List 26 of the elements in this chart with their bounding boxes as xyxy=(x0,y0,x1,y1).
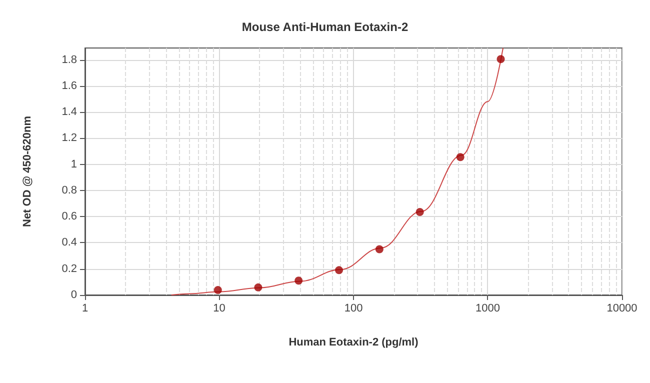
y-tick-label: 0.8 xyxy=(62,184,77,196)
x-tick-label: 1000 xyxy=(476,302,500,314)
x-tick-label: 10000 xyxy=(606,302,638,314)
point xyxy=(335,266,344,274)
point xyxy=(294,276,303,285)
y-axis-title: Net OD @ 450-620nm xyxy=(22,116,34,227)
point xyxy=(456,153,464,162)
y-tick-label: 0.2 xyxy=(62,262,77,275)
x-axis-title: Human Eotaxin-2 (pg/ml) xyxy=(288,336,419,348)
point xyxy=(254,283,262,292)
y-tick-label: 1 xyxy=(70,158,77,170)
y-tick-label: 0 xyxy=(70,289,77,301)
point xyxy=(375,245,384,254)
y-tick-label: 1.8 xyxy=(62,54,77,66)
y-tick-label: 0.6 xyxy=(62,210,77,223)
point xyxy=(416,208,424,216)
chart-title: Mouse Anti-Human Eotaxin-2 xyxy=(242,20,408,34)
y-tick-label: 1.4 xyxy=(62,106,77,118)
x-tick-label: 10 xyxy=(213,302,226,314)
y-tick-label: 1.2 xyxy=(62,132,77,144)
y-tick-label: 0.4 xyxy=(62,236,77,249)
x-tick-label: 1 xyxy=(82,302,88,314)
y-tick-label: 1.6 xyxy=(62,80,77,92)
point xyxy=(214,286,222,294)
point xyxy=(496,55,505,64)
x-tick-label: 100 xyxy=(344,302,363,314)
